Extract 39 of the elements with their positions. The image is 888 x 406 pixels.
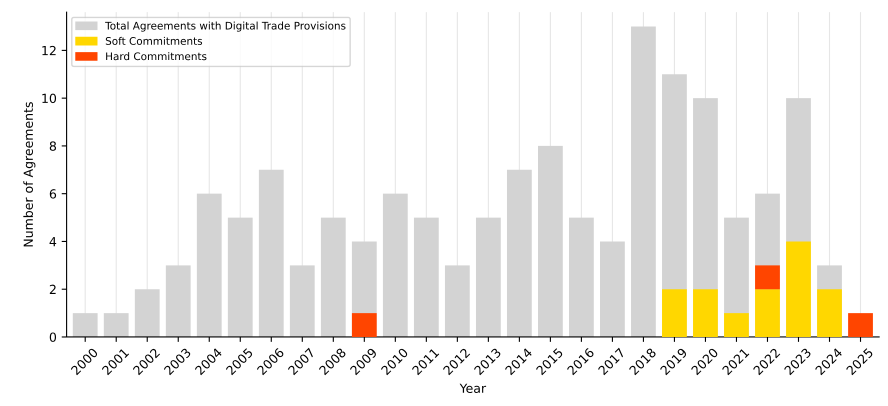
bar	[104, 313, 129, 337]
legend-label: Total Agreements with Digital Trade Provisions	[105, 22, 346, 32]
bar	[196, 194, 222, 337]
bar	[600, 241, 625, 337]
bar	[258, 170, 284, 337]
bar	[693, 289, 718, 337]
bar	[631, 26, 656, 337]
bar	[662, 289, 687, 337]
bar	[382, 194, 408, 337]
bar	[414, 218, 439, 337]
bar	[320, 218, 346, 337]
bar	[817, 289, 842, 337]
bar	[724, 313, 749, 337]
bar	[166, 265, 191, 337]
bar	[72, 313, 98, 337]
y-tick-label: 10	[42, 94, 56, 104]
bar	[134, 289, 160, 337]
bar	[569, 218, 594, 337]
bar	[506, 170, 532, 337]
y-tick-label: 8	[50, 141, 56, 151]
bar	[228, 218, 253, 337]
bar	[755, 289, 780, 337]
y-tick-label: 6	[50, 189, 56, 199]
bar	[538, 146, 563, 337]
bar	[755, 265, 780, 290]
y-tick-label: 2	[50, 284, 56, 294]
bar	[848, 313, 873, 337]
x-axis-title: Year	[460, 384, 486, 393]
bar	[444, 265, 470, 337]
legend-label: Soft Commitments	[106, 36, 202, 45]
bar	[476, 218, 501, 337]
y-tick-label: 12	[42, 46, 56, 56]
y-tick-label: 4	[50, 237, 56, 246]
bar	[786, 241, 811, 337]
y-tick-label: 0	[50, 332, 56, 342]
bar	[352, 313, 377, 337]
legend-label: Hard Commitments	[106, 52, 206, 60]
y-axis-title: Number of Agreements	[23, 102, 36, 246]
bar	[290, 265, 315, 337]
